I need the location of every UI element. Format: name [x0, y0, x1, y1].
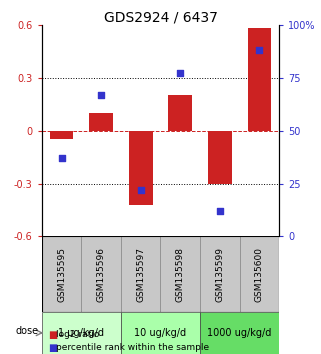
Text: GSM135597: GSM135597 [136, 246, 145, 302]
Text: GSM135598: GSM135598 [176, 246, 185, 302]
Text: ■: ■ [48, 330, 57, 339]
Bar [42, 236, 81, 312]
Text: ■: ■ [48, 343, 57, 353]
Text: 10 ug/kg/d: 10 ug/kg/d [134, 328, 187, 338]
Point [99, 92, 104, 97]
Text: 1000 ug/kg/d: 1000 ug/kg/d [207, 328, 272, 338]
Bar [200, 236, 240, 312]
Bar [121, 236, 160, 312]
Text: log2 ratio: log2 ratio [56, 330, 100, 339]
Bar [208, 131, 232, 183]
Bar [240, 236, 279, 312]
Text: GSM135595: GSM135595 [57, 246, 66, 302]
Bar [160, 236, 200, 312]
Bar [121, 312, 200, 354]
Text: GSM135596: GSM135596 [97, 246, 106, 302]
Point [217, 208, 222, 214]
Point [178, 71, 183, 76]
Text: GSM135599: GSM135599 [215, 246, 224, 302]
Bar [200, 312, 279, 354]
Bar [89, 113, 113, 131]
Text: GSM135600: GSM135600 [255, 246, 264, 302]
Text: 1 ug/kg/d: 1 ug/kg/d [58, 328, 104, 338]
Bar [247, 28, 271, 131]
Point [59, 155, 64, 161]
Bar [169, 95, 192, 131]
Bar [50, 131, 74, 139]
Title: GDS2924 / 6437: GDS2924 / 6437 [104, 11, 217, 25]
Point [257, 47, 262, 53]
Text: dose: dose [15, 326, 39, 336]
Point [138, 187, 143, 193]
Text: percentile rank within the sample: percentile rank within the sample [56, 343, 209, 352]
Bar [129, 131, 152, 205]
Bar [81, 236, 121, 312]
Bar [42, 312, 121, 354]
